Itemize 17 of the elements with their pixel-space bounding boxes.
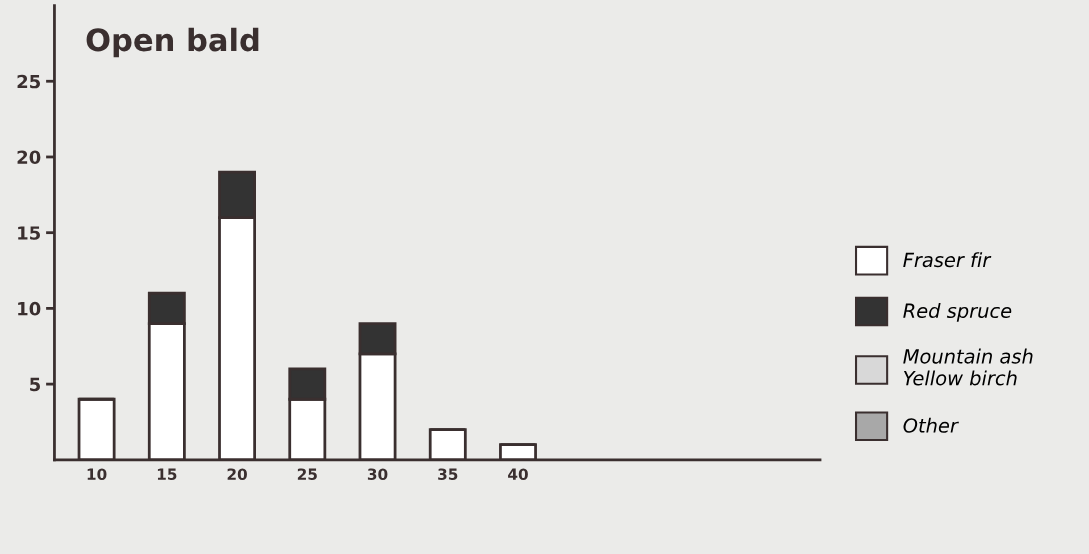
legend-label: Fraser fir [903,252,992,268]
x-tick-label: 20 [227,468,247,480]
y-tick-label: 10 [18,301,41,316]
x-tick-label: 40 [508,468,528,480]
x-tick-label: 25 [297,468,317,480]
y-tick-label: 25 [17,74,40,89]
x-tick-label: 15 [157,468,177,480]
legend-label: Red spruce [903,303,1012,322]
y-tick-label: 5 [30,377,40,392]
y-tick-label: 20 [17,150,41,165]
x-tick-label: 10 [87,468,107,480]
x-tick-label: 35 [438,468,458,480]
text: Open bald [86,27,259,58]
legend-label: Other [903,417,959,433]
y-tick-label: 15 [18,226,40,240]
legend-label: Mountain ash Yellow birch [903,348,1033,386]
x-tick-label: 30 [367,468,388,480]
